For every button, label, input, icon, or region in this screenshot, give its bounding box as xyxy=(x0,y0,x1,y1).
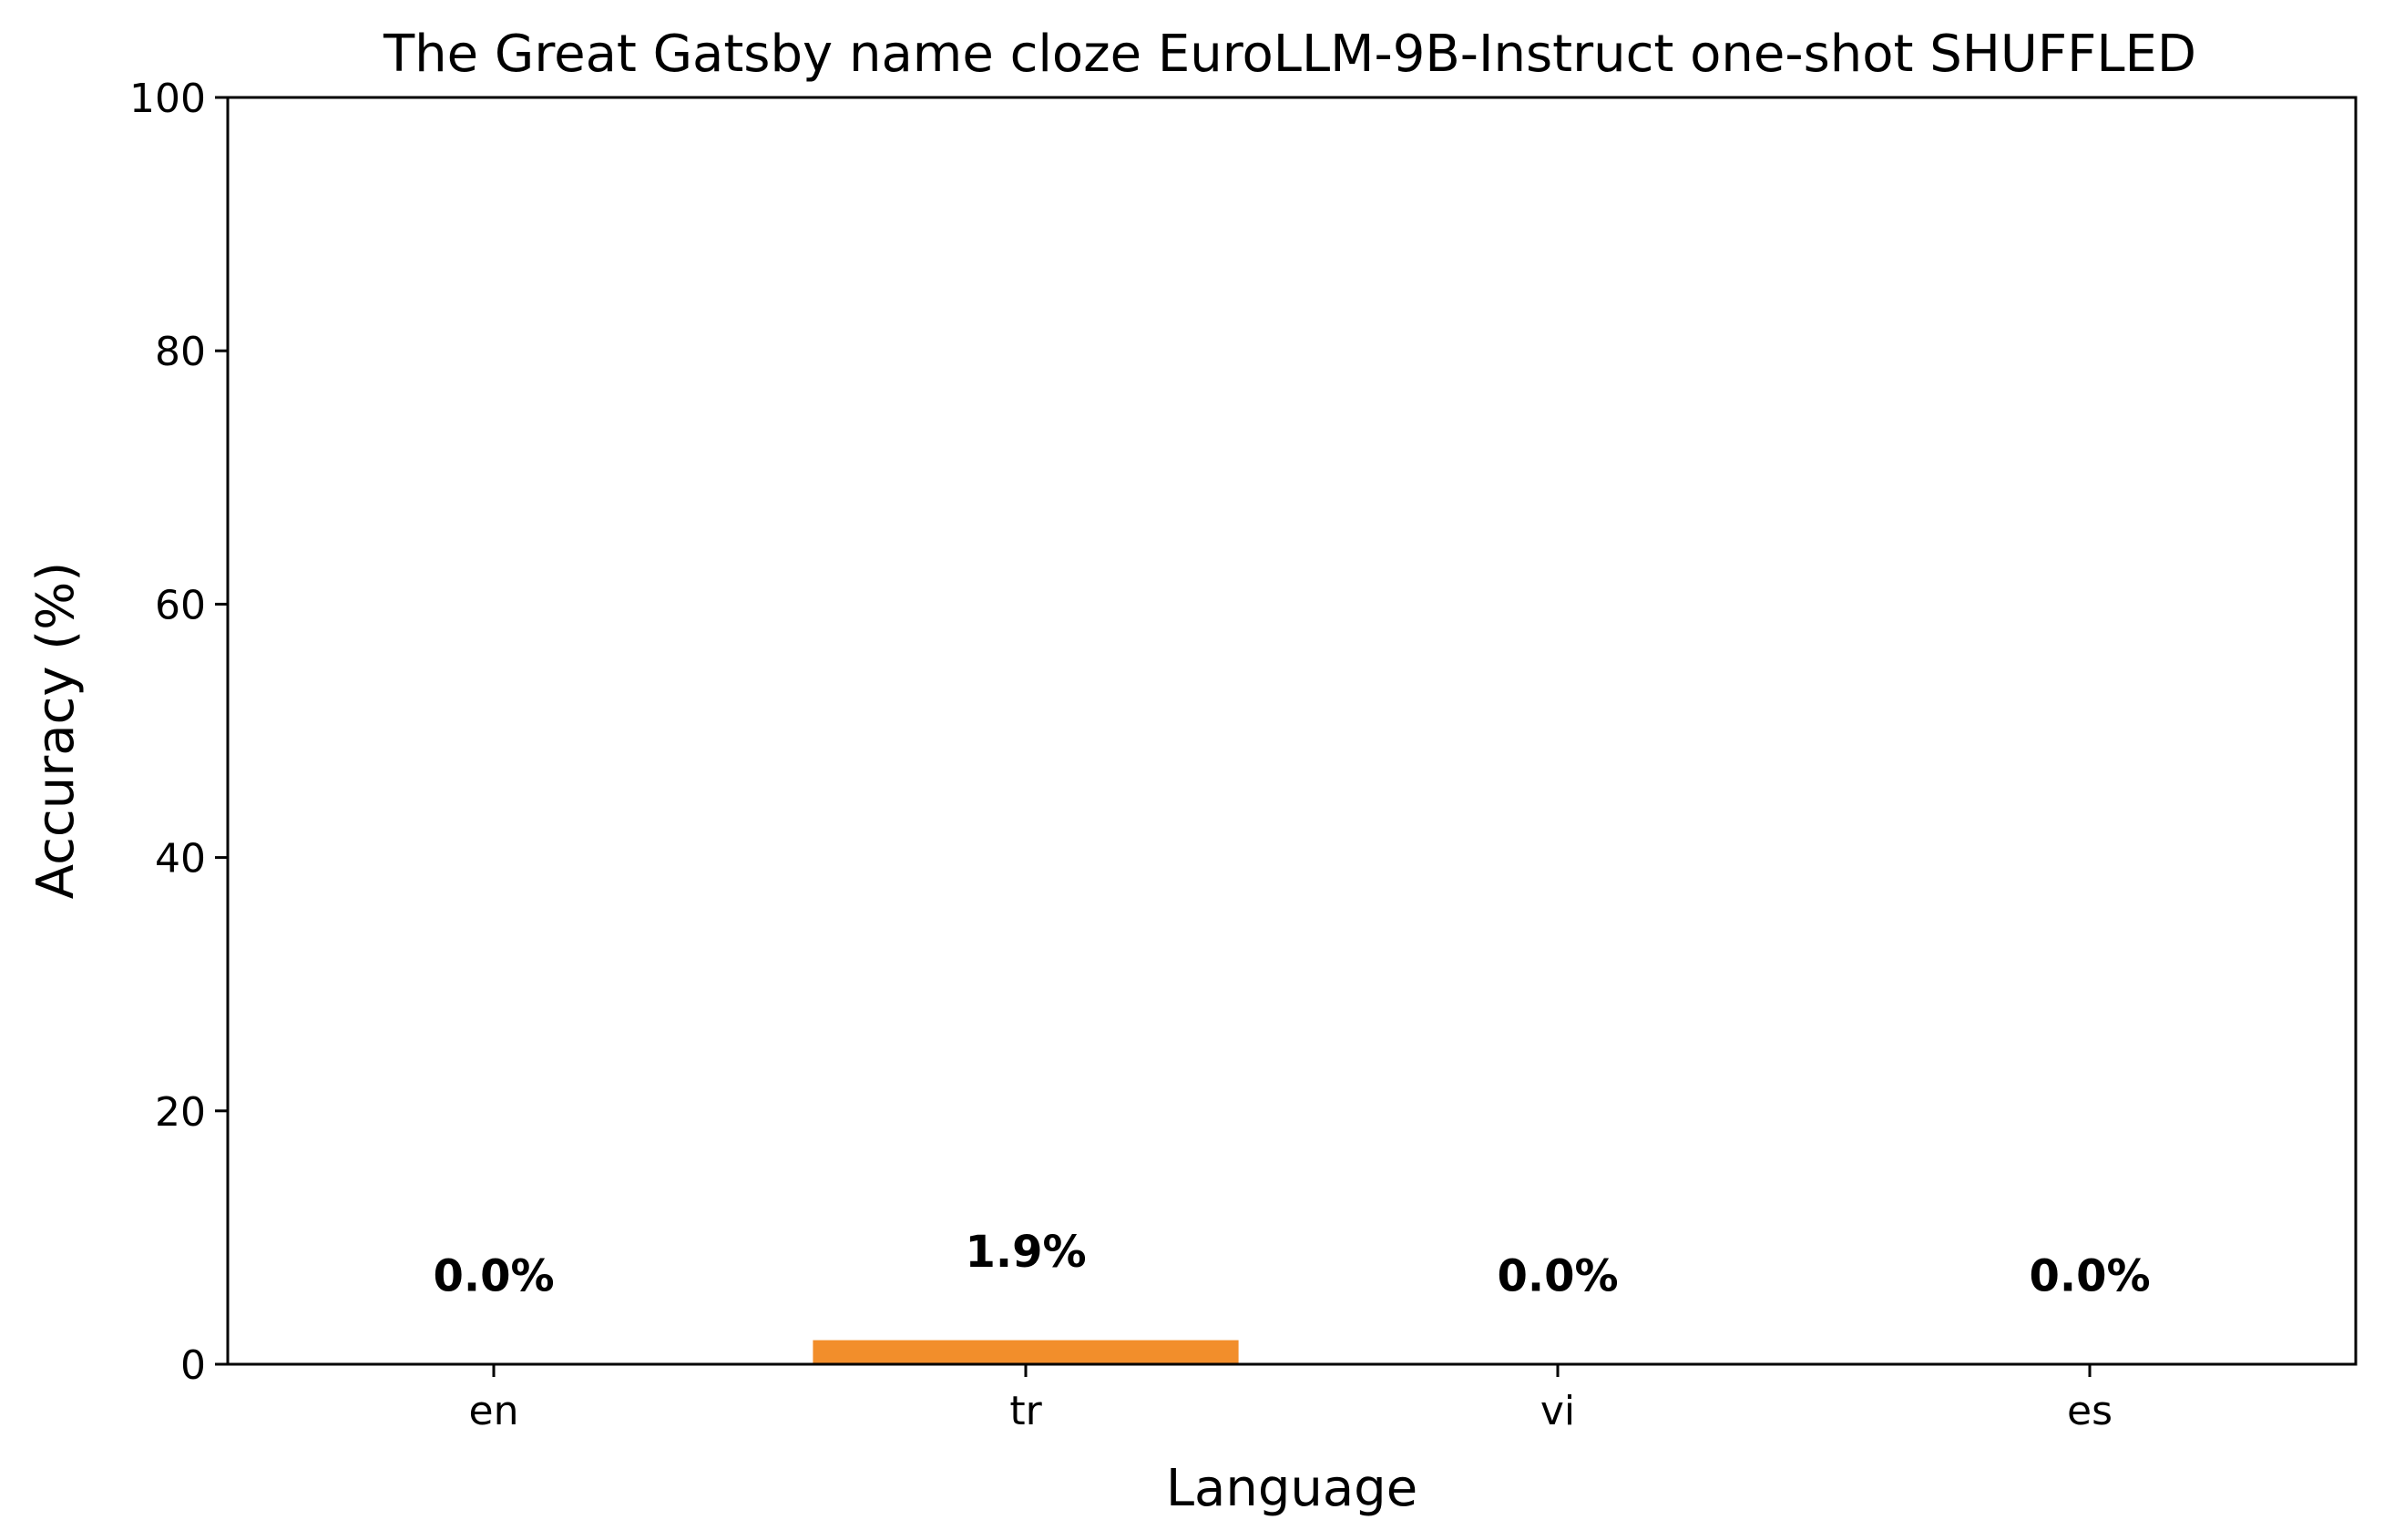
y-tick-label-0: 0 xyxy=(180,1342,206,1389)
data-label-tr: 1.9% xyxy=(965,1227,1086,1278)
data-labels-layer: 0.0% 1.9% 0.0% 0.0% xyxy=(433,1227,2150,1301)
y-axis: 0 20 40 60 80 100 xyxy=(129,76,228,1389)
chart-title: The Great Gatsby name cloze EuroLLM-9B-I… xyxy=(383,25,2196,84)
y-tick-label-60: 60 xyxy=(155,582,206,628)
y-axis-label: Accuracy (%) xyxy=(26,562,86,899)
bar-tr xyxy=(813,1340,1239,1364)
x-tick-label-vi: vi xyxy=(1540,1388,1575,1434)
y-tick-label-80: 80 xyxy=(155,329,206,375)
x-axis: en tr vi es xyxy=(469,1364,2113,1434)
x-tick-label-tr: tr xyxy=(1009,1388,1042,1434)
data-label-vi: 0.0% xyxy=(1497,1251,1618,1302)
bars-layer xyxy=(813,1340,1239,1364)
x-tick-label-en: en xyxy=(469,1388,519,1434)
y-tick-label-100: 100 xyxy=(129,76,206,122)
x-tick-label-es: es xyxy=(2067,1388,2113,1434)
data-label-en: 0.0% xyxy=(433,1251,554,1302)
plot-frame xyxy=(226,96,2358,1366)
y-tick-label-20: 20 xyxy=(155,1089,206,1136)
x-axis-label: Language xyxy=(1166,1459,1417,1518)
data-label-es: 0.0% xyxy=(2029,1251,2150,1302)
y-tick-label-40: 40 xyxy=(155,836,206,882)
